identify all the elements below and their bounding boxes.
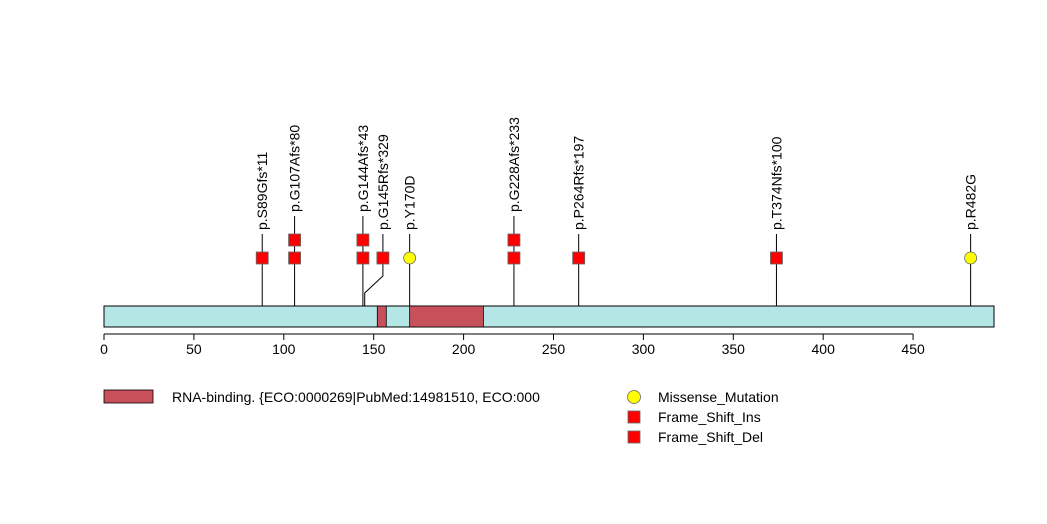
marker-frameshift-p-g144afs-43-1 [356, 233, 370, 247]
legend-domain-swatch [103, 389, 154, 404]
marker-missense-p-r482g-0 [964, 251, 978, 265]
mutation-label-p-s89gfs-11: p.S89Gfs*11 [254, 151, 270, 230]
x-tick-label-150: 150 [362, 341, 386, 357]
x-tick-label-300: 300 [632, 341, 656, 357]
marker-frameshift-p-p264rfs-197-0 [572, 251, 586, 265]
domain-rna-binding-1 [409, 305, 484, 328]
marker-frameshift-p-g228afs-233-1 [507, 233, 521, 247]
domain-rna-binding-0 [376, 305, 387, 328]
marker-frameshift-p-g144afs-43-0 [356, 251, 370, 265]
legend-domain-label: RNA-binding. {ECO:0000269|PubMed:1498151… [172, 389, 540, 405]
x-tick-label-350: 350 [722, 341, 746, 357]
x-tick-label-100: 100 [272, 341, 296, 357]
legend: RNA-binding. {ECO:0000269|PubMed:1498151… [103, 389, 779, 445]
legend-frame-shift-ins-label: Frame_Shift_Ins [658, 409, 761, 425]
legend-frame-shift-del-swatch [627, 430, 641, 444]
x-tick-label-0: 0 [100, 341, 108, 357]
x-tick-label-450: 450 [901, 341, 925, 357]
marker-missense-p-y170d-0 [403, 251, 417, 265]
mutation-label-p-g107afs-80: p.G107Afs*80 [287, 125, 303, 212]
marker-frameshift-p-g145rfs-329-0 [376, 251, 390, 265]
mutation-label-p-y170d: p.Y170D [402, 176, 418, 230]
mutation-label-p-g145rfs-329: p.G145Rfs*329 [375, 134, 391, 230]
markers-layer [255, 233, 978, 265]
marker-frameshift-p-g107afs-80-0 [288, 251, 301, 265]
x-tick-label-50: 50 [186, 341, 202, 357]
legend-missense-mutation-swatch [627, 390, 641, 404]
x-tick-label-400: 400 [812, 341, 836, 357]
domains-layer [376, 305, 484, 328]
marker-frameshift-p-s89gfs-11-0 [255, 251, 269, 265]
x-axis: 0 50 100 150 200 250 300 350 400 450 [100, 333, 925, 357]
legend-frame-shift-del-label: Frame_Shift_Del [658, 429, 763, 445]
mutation-labels-layer: p.S89Gfs*11 p.G107Afs*80 p.G144Afs*43 p.G14… [254, 117, 978, 230]
mutation-label-p-p264rfs-197: p.P264Rfs*197 [571, 136, 587, 230]
mutation-label-p-t374nfs-100: p.T374Nfs*100 [768, 136, 784, 230]
mutation-label-p-r482g: p.R482G [963, 174, 979, 230]
marker-frameshift-p-g107afs-80-1 [288, 233, 301, 247]
protein-backbone-bar [103, 305, 995, 328]
x-tick-label-250: 250 [542, 341, 566, 357]
marker-frameshift-p-g228afs-233-0 [507, 251, 521, 265]
mutation-label-p-g228afs-233: p.G228Afs*233 [506, 117, 522, 212]
legend-frame-shift-ins-swatch [627, 410, 641, 424]
marker-frameshift-p-t374nfs-100-0 [770, 251, 783, 265]
x-tick-label-200: 200 [452, 341, 476, 357]
mutation-label-p-g144afs-43: p.G144Afs*43 [355, 125, 371, 212]
legend-missense-mutation-label: Missense_Mutation [658, 389, 779, 405]
